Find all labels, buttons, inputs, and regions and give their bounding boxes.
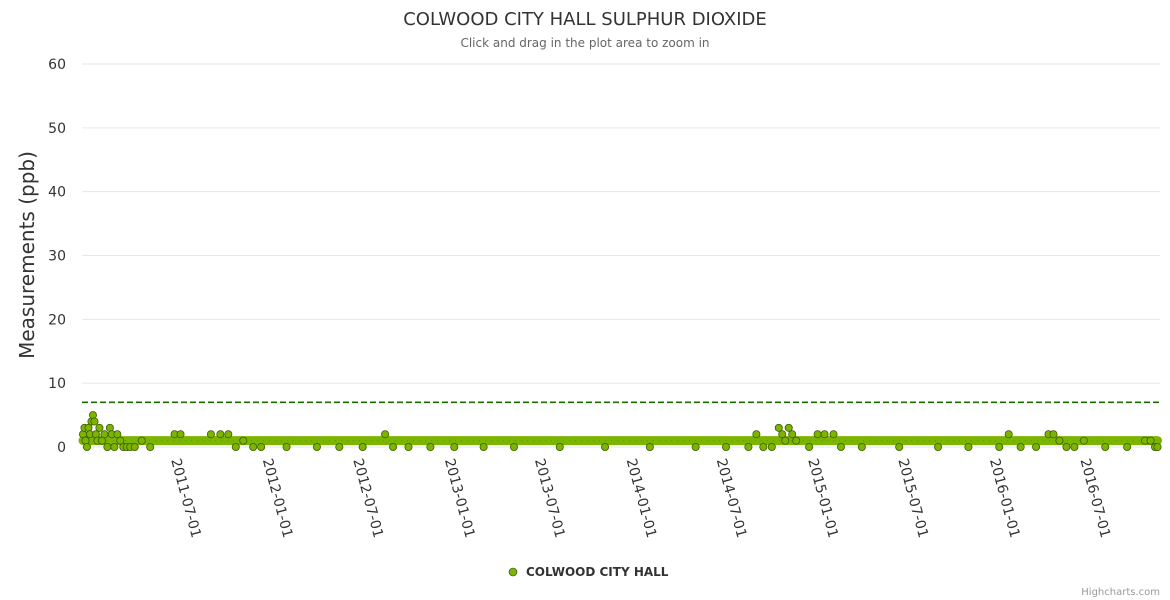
data-point[interactable]: [389, 442, 398, 451]
data-point[interactable]: [426, 442, 435, 451]
data-point[interactable]: [137, 436, 146, 445]
data-point[interactable]: [805, 442, 814, 451]
data-point[interactable]: [829, 430, 838, 439]
data-point[interactable]: [784, 423, 793, 432]
data-point[interactable]: [110, 442, 119, 451]
data-point[interactable]: [249, 442, 258, 451]
data-point[interactable]: [335, 442, 344, 451]
data-point[interactable]: [1032, 442, 1041, 451]
legend-marker-icon: [508, 567, 518, 577]
y-tick-label: 20: [48, 312, 66, 328]
data-point[interactable]: [113, 430, 122, 439]
data-point[interactable]: [1049, 430, 1058, 439]
data-point[interactable]: [231, 442, 240, 451]
y-tick-label: 0: [57, 440, 66, 456]
data-point[interactable]: [813, 430, 822, 439]
series-markers[interactable]: [78, 411, 1163, 451]
data-point[interactable]: [792, 436, 801, 445]
data-point[interactable]: [509, 442, 518, 451]
plot-area[interactable]: [78, 401, 1163, 451]
data-point[interactable]: [206, 430, 215, 439]
y-tick-label: 60: [48, 57, 66, 73]
y-tick-label: 50: [48, 121, 66, 137]
data-point[interactable]: [774, 423, 783, 432]
data-point[interactable]: [312, 442, 321, 451]
data-point[interactable]: [744, 442, 753, 451]
data-point[interactable]: [479, 442, 488, 451]
data-point[interactable]: [722, 442, 731, 451]
data-point[interactable]: [1146, 436, 1155, 445]
data-point[interactable]: [645, 442, 654, 451]
data-point[interactable]: [1153, 442, 1162, 451]
data-point[interactable]: [964, 442, 973, 451]
data-point[interactable]: [95, 423, 104, 432]
data-point[interactable]: [752, 430, 761, 439]
y-tick-label: 30: [48, 249, 66, 265]
data-point[interactable]: [282, 442, 291, 451]
data-point[interactable]: [1055, 436, 1064, 445]
data-point[interactable]: [224, 430, 233, 439]
data-point[interactable]: [90, 417, 99, 426]
data-point[interactable]: [857, 442, 866, 451]
chart-subtitle: Click and drag in the plot area to zoom …: [460, 36, 709, 50]
y-axis-label: Measurements (ppb): [15, 151, 39, 359]
y-axis-ticks: 0 10 20 30 40 50 60: [48, 57, 66, 456]
data-point[interactable]: [146, 442, 155, 451]
data-point[interactable]: [1062, 442, 1071, 451]
data-point[interactable]: [934, 442, 943, 451]
data-point[interactable]: [788, 430, 797, 439]
data-point[interactable]: [216, 430, 225, 439]
credits-link[interactable]: Highcharts.com: [1081, 587, 1160, 598]
data-point[interactable]: [1070, 442, 1079, 451]
data-point[interactable]: [176, 430, 185, 439]
data-point[interactable]: [781, 436, 790, 445]
data-point[interactable]: [1016, 442, 1025, 451]
data-point[interactable]: [130, 442, 139, 451]
data-point[interactable]: [1101, 442, 1110, 451]
data-point[interactable]: [767, 442, 776, 451]
grid-lines: [82, 63, 1160, 448]
data-point[interactable]: [404, 442, 413, 451]
legend-item-colwood-city-hall[interactable]: COLWOOD CITY HALL: [526, 565, 669, 579]
data-point[interactable]: [358, 442, 367, 451]
data-point[interactable]: [691, 442, 700, 451]
data-point[interactable]: [555, 442, 564, 451]
data-point[interactable]: [759, 442, 768, 451]
y-tick-label: 10: [48, 376, 66, 392]
data-point[interactable]: [100, 430, 109, 439]
data-point[interactable]: [601, 442, 610, 451]
data-point[interactable]: [450, 442, 459, 451]
data-point[interactable]: [381, 430, 390, 439]
data-point[interactable]: [778, 430, 787, 439]
data-point[interactable]: [1123, 442, 1132, 451]
legend[interactable]: COLWOOD CITY HALL: [508, 565, 669, 579]
data-point[interactable]: [836, 442, 845, 451]
data-point[interactable]: [1004, 430, 1013, 439]
data-point[interactable]: [239, 436, 248, 445]
y-tick-label: 40: [48, 185, 66, 201]
data-point[interactable]: [820, 430, 829, 439]
chart-title: COLWOOD CITY HALL SULPHUR DIOXIDE: [403, 9, 767, 30]
data-point[interactable]: [103, 442, 112, 451]
data-point[interactable]: [82, 442, 91, 451]
data-point[interactable]: [995, 442, 1004, 451]
data-point[interactable]: [116, 436, 125, 445]
data-point[interactable]: [257, 442, 266, 451]
data-point[interactable]: [895, 442, 904, 451]
data-point[interactable]: [1079, 436, 1088, 445]
